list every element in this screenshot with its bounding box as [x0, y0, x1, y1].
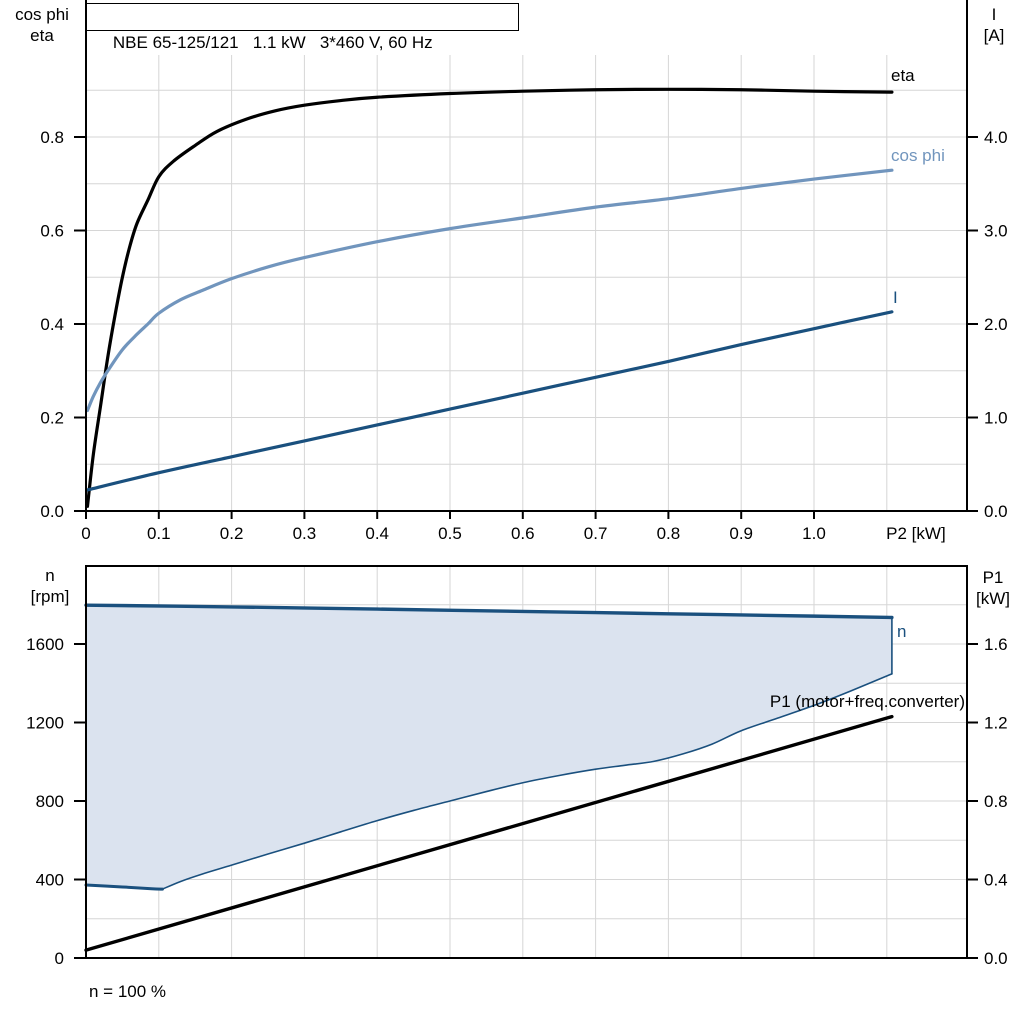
axis-unit-eta: eta — [30, 26, 54, 45]
tick-label-left: 0 — [55, 949, 64, 968]
series-curve-n_min_flat — [84, 883, 164, 891]
curve-label-eta: eta — [891, 66, 915, 85]
tick-label-left: 0.6 — [40, 222, 64, 241]
axis-unit-current: I — [991, 5, 997, 24]
tick-label-left: 0.8 — [40, 128, 64, 147]
chart-title-box: NBE 65-125/121 1.1 kW 3*460 V, 60 Hz — [86, 3, 519, 52]
tick-label-x: 0.3 — [293, 524, 317, 543]
axis-unit-cos-phi: cos phi — [15, 5, 69, 24]
axis-unit-rpm: [rpm] — [30, 587, 70, 606]
axis-unit-speed: n — [45, 566, 55, 585]
tick-label-x: 0.5 — [438, 524, 462, 543]
tick-label-right: 1.6 — [984, 635, 1008, 654]
series-curve-I — [85, 310, 894, 492]
upper-left-axis-unit: cos phi eta — [6, 4, 78, 46]
tick-label-x: 1.0 — [802, 524, 826, 543]
tick-label-x: 0.8 — [657, 524, 681, 543]
series-curve-n — [84, 603, 894, 620]
x-axis-title: P2 [kW] — [886, 524, 946, 543]
axis-unit-p1: P1 — [982, 568, 1004, 587]
tick-label-x: 0.9 — [729, 524, 753, 543]
tick-label-left: 1200 — [26, 714, 64, 733]
tick-label-x: 0.7 — [584, 524, 608, 543]
lower-chart-speed-power: 0 400 800 1200 1600 0.0 0.4 0.8 1.2 1.6 n P1 (motor… — [26, 565, 1008, 968]
tick-label-x: 0.6 — [511, 524, 535, 543]
operating-range-band — [86, 605, 892, 890]
tick-label-right: 0.8 — [984, 792, 1008, 811]
tick-label-x: 0 — [81, 524, 90, 543]
series-curve-eta — [85, 87, 894, 508]
axis-unit-kw: [kW] — [976, 589, 1010, 608]
lower-right-axis-unit: P1 [kW] — [964, 567, 1022, 609]
tick-label-right: 4.0 — [984, 128, 1008, 147]
tick-label-right: 2.0 — [984, 315, 1008, 334]
curve-label-cos_phi: cos phi — [891, 146, 945, 165]
tick-label-left: 1600 — [26, 635, 64, 654]
speed-footnote: n = 100 % — [89, 982, 167, 1001]
tick-label-x: 0.4 — [365, 524, 389, 543]
upper-chart-motor-curves: 0.0 0.2 0.4 0.6 0.8 0.0 1.0 2.0 3.0 4.0 0 0.1 0.2 0.3… — [40, 0, 1008, 543]
tick-label-right: 0.0 — [984, 949, 1008, 968]
tick-label-x: 0.1 — [147, 524, 171, 543]
lower-left-axis-unit: n [rpm] — [12, 565, 88, 607]
tick-label-left: 800 — [36, 792, 64, 811]
curve-label-P1: P1 (motor+freq.converter) — [770, 692, 965, 711]
tick-label-left: 400 — [36, 871, 64, 890]
tick-label-right: 1.2 — [984, 714, 1008, 733]
upper-right-axis-unit: I [A] — [966, 4, 1022, 46]
tick-label-left: 0.4 — [40, 315, 64, 334]
axis-unit-ampere: [A] — [983, 26, 1005, 45]
tick-label-right: 0.0 — [984, 502, 1008, 521]
tick-label-left: 0.0 — [40, 502, 64, 521]
tick-label-right: 0.4 — [984, 871, 1008, 890]
series-curve-cos_phi — [85, 168, 894, 413]
tick-label-right: 3.0 — [984, 222, 1008, 241]
curve-label-n: n — [897, 622, 906, 641]
tick-label-left: 0.2 — [40, 409, 64, 428]
chart-title: NBE 65-125/121 1.1 kW 3*460 V, 60 Hz — [112, 33, 433, 52]
plot-frame — [85, 565, 968, 959]
curve-label-I: I — [893, 288, 898, 307]
series-curve-P1 — [84, 714, 894, 952]
tick-label-x: 0.2 — [220, 524, 244, 543]
tick-label-right: 1.0 — [984, 409, 1008, 428]
series-curve-n_min — [161, 673, 893, 890]
